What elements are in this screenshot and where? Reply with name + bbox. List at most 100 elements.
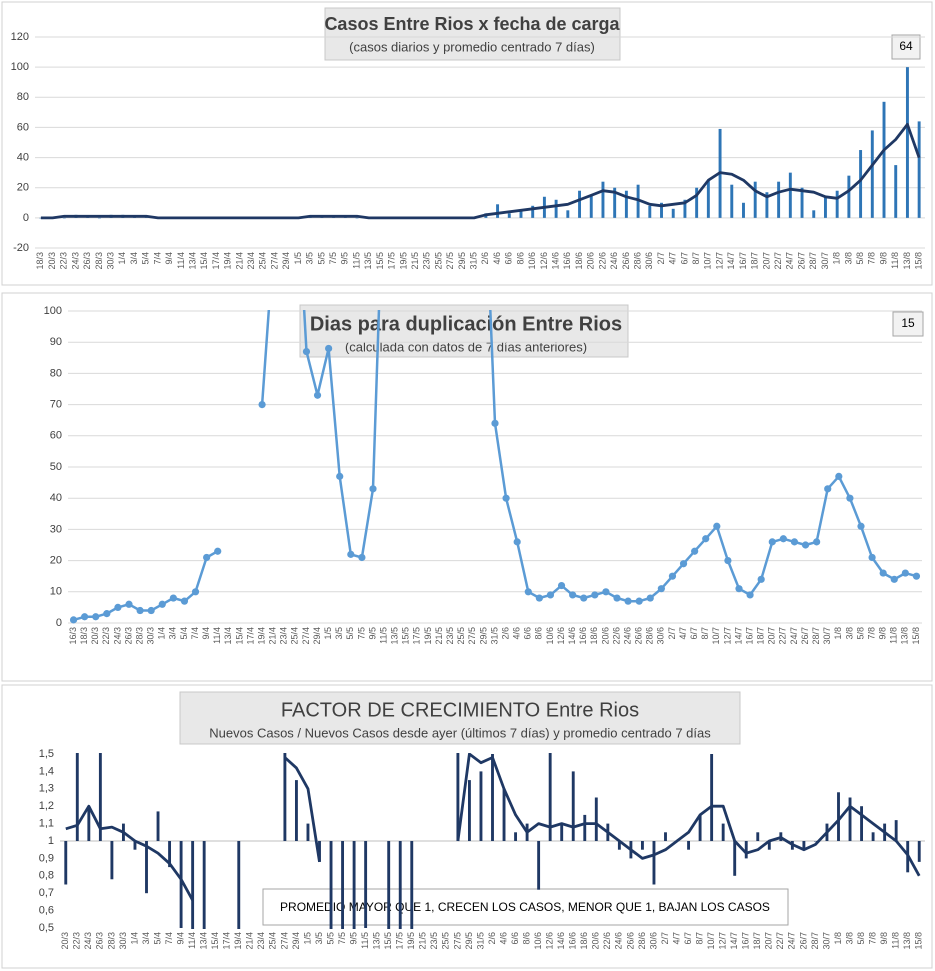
y-tick-label: 100 <box>44 305 62 317</box>
x-tick-label: 26/7 <box>798 932 808 950</box>
x-tick-label: 23/4 <box>256 932 266 950</box>
x-tick-label: 30/6 <box>656 627 666 645</box>
x-tick-label: 18/6 <box>574 252 584 270</box>
bar <box>398 841 402 929</box>
x-tick-label: 20/7 <box>764 932 774 950</box>
bar <box>364 841 368 928</box>
y-tick-label: 0,5 <box>39 922 54 934</box>
point <box>602 588 610 596</box>
line <box>73 310 917 622</box>
x-tick-label: 31/5 <box>469 252 479 270</box>
bar <box>812 210 816 218</box>
point <box>691 547 699 555</box>
x-tick-label: 10/6 <box>527 252 537 270</box>
x-tick-label: 3/8 <box>844 627 854 640</box>
bar <box>687 841 691 850</box>
x-tick-label: 21/5 <box>410 252 420 270</box>
x-tick-label: 9/5 <box>367 627 377 640</box>
x-tick-label: 4/6 <box>512 627 522 640</box>
y-tick-label: 60 <box>17 121 29 133</box>
bar <box>294 780 298 841</box>
bar <box>710 754 714 841</box>
bar <box>191 841 195 929</box>
point <box>302 347 311 356</box>
x-tick-label: 25/5 <box>441 932 451 950</box>
x-tick-label: 5/4 <box>141 252 151 265</box>
y-tick-label: 0 <box>23 212 29 224</box>
x-tick-label: 1/5 <box>293 252 303 265</box>
bar <box>75 753 79 841</box>
x-tick-label: 19/5 <box>423 627 433 645</box>
point <box>81 613 89 621</box>
x-tick-label: 13/4 <box>199 932 209 950</box>
point <box>325 344 333 353</box>
x-tick-label: 26/3 <box>82 252 92 270</box>
x-tick-label: 25/4 <box>268 932 278 950</box>
bar <box>823 196 827 218</box>
y-tick-label: 30 <box>50 523 62 535</box>
x-tick-label: 24/6 <box>622 627 632 645</box>
bar <box>410 841 414 929</box>
x-tick-label: 5/4 <box>152 932 162 945</box>
point <box>768 538 776 546</box>
bar <box>767 841 771 850</box>
bar <box>613 187 617 218</box>
x-tick-label: 15/5 <box>375 252 385 270</box>
x-tick-label: 25/5 <box>433 252 443 270</box>
y-tick-label: 1,2 <box>39 800 54 812</box>
x-tick-label: 23/5 <box>429 932 439 950</box>
x-tick-label: 2/6 <box>487 932 497 945</box>
x-tick-label: 19/5 <box>398 252 408 270</box>
bar <box>860 806 864 841</box>
x-tick-label: 16/7 <box>741 932 751 950</box>
x-tick-label: 22/7 <box>778 627 788 645</box>
bar <box>917 841 921 862</box>
x-tick-label: 28/3 <box>106 932 116 950</box>
x-tick-label: 13/8 <box>900 627 910 645</box>
bar <box>554 199 558 218</box>
bar <box>110 841 114 880</box>
x-tick-label: 15/4 <box>199 252 209 270</box>
x-tick-label: 27/5 <box>467 627 477 645</box>
x-tick-label: 7/8 <box>866 627 876 640</box>
x-tick-label: 1/5 <box>323 627 333 640</box>
x-tick-label: 13/4 <box>187 252 197 270</box>
bar <box>537 841 541 890</box>
x-tick-label: 12/7 <box>714 252 724 270</box>
x-tick-label: 11/4 <box>176 252 186 269</box>
point <box>613 594 621 602</box>
bar <box>64 841 68 885</box>
bar <box>870 130 874 218</box>
point <box>657 585 665 593</box>
x-tick-label: 18/7 <box>752 932 762 950</box>
x-tick-label: 13/5 <box>363 252 373 270</box>
x-tick-label: 19/5 <box>406 932 416 950</box>
x-tick-label: 7/8 <box>867 252 877 265</box>
annotation-box <box>891 34 921 60</box>
x-tick-label: 27/4 <box>269 252 279 270</box>
point <box>557 581 566 590</box>
x-tick-label: 5/5 <box>325 932 335 945</box>
x-tick-label: 22/7 <box>775 932 785 950</box>
x-tick-label: 15/5 <box>401 627 411 645</box>
x-tick-label: 3/5 <box>314 932 324 945</box>
x-tick-label: 28/7 <box>810 932 820 950</box>
x-tick-label: 27/5 <box>445 252 455 270</box>
x-tick-label: 16/7 <box>744 627 754 645</box>
x-tick-label: 8/6 <box>534 627 544 640</box>
x-tick-label: 7/4 <box>152 252 162 265</box>
bar <box>788 172 792 218</box>
bar <box>583 814 587 841</box>
x-tick-label: 14/6 <box>556 932 566 950</box>
x-tick-label: 20/6 <box>600 627 610 645</box>
y-tick-label: 40 <box>50 492 62 504</box>
x-tick-label: 12/7 <box>722 627 732 645</box>
x-tick-label: 7/8 <box>867 932 877 945</box>
bar <box>237 841 241 929</box>
x-tick-label: 27/4 <box>279 932 289 950</box>
x-tick-label: 14/7 <box>733 627 743 645</box>
y-tick-label: 90 <box>50 336 62 348</box>
x-tick-label: 7/5 <box>337 932 347 945</box>
x-tick-label: 23/4 <box>279 627 289 645</box>
x-tick-label: 1/8 <box>833 627 843 640</box>
